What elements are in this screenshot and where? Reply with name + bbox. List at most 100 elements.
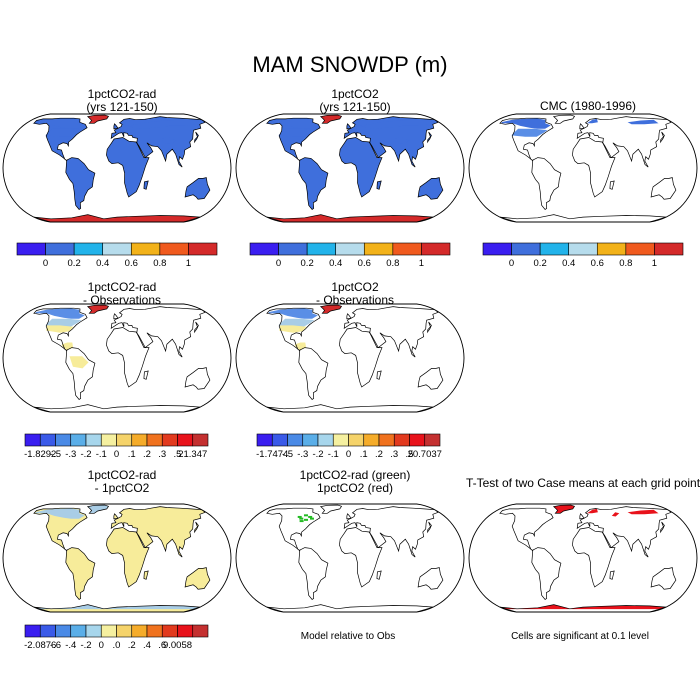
colorbar-box [335,242,365,256]
colorbar-label: -.6 [50,640,61,651]
colorbar-label: 0.2 [68,258,81,269]
colorbar-box [424,433,441,447]
coastline-af [572,527,616,588]
colorbar-label: 21.347 [178,449,207,460]
colorbar-box [192,433,209,447]
snow-field-usnorth [278,318,315,327]
map-border-p9 [468,503,698,613]
map-border-p2 [235,113,465,223]
snow-field-siberia [627,509,659,515]
coastline-md [143,180,149,190]
colorbar-label: .5 [174,449,182,460]
colorbar-label: 9.0058 [163,640,192,651]
colorbar-box [131,433,148,447]
land-fill-af [339,137,382,197]
colorbar-label: -.3 [65,449,76,460]
snow-field-scand [587,508,598,514]
colorbar-label: 0 [346,449,351,460]
land-fill-eu [111,116,206,168]
panel-4-title-line2: - Observations [82,293,162,307]
colorbar-label: -2.0876 [24,640,56,651]
coastline-jp [426,321,432,334]
coastline-uk [346,123,352,130]
colorbar-box [317,433,334,447]
coastline-na [33,307,88,352]
map-background-p8 [236,504,464,612]
panel-7-title-line1: 1pctCO2-rad [87,468,157,482]
colorbar-label: 0 [99,640,104,651]
colorbar-p3: 0 0.2 0.4 0.6 0.8 1 [482,242,684,269]
colorbar-label: .6 [158,640,166,651]
coastline-af [106,137,150,198]
page-title: MAM SNOWDP (m) [252,52,448,77]
colorbar-box [363,242,394,256]
panel-3-title-line1: CMC (1980-1996) [539,99,637,113]
colorbar-box [409,433,426,447]
coastline-an [33,404,201,412]
panel-7-title: 1pctCO2-rad - 1pctCO2 [2,469,242,495]
colorbar-label: 20.7037 [408,449,442,460]
coastline-jp [659,131,665,144]
snow-field-canada [35,508,85,519]
colorbar-box [393,433,410,447]
colorbar-box [256,433,273,447]
panel-4-title-line1: 1pctCO2-rad [87,280,157,294]
panel-9-title-line1: T-Test of two Case means at each grid po… [465,476,700,490]
colorbar-label: -.2 [312,449,323,460]
coastline-eu [576,116,672,168]
coastline-jp [193,321,199,334]
snow-field-alaska [32,119,50,125]
coastline-af [339,527,383,588]
map-border-p1 [2,113,232,223]
map-p7 [2,503,232,613]
colorbar-box [39,433,56,447]
coastline-sa [65,157,96,210]
land-fill-gr [553,505,575,514]
colorbar-box [146,624,163,638]
panel-2-title-line1: 1pctCO2 [331,87,379,101]
snow-field-tibet [394,137,410,145]
coastline-gr [319,504,343,514]
coastline-uk [346,513,352,520]
coastline-af [339,327,383,388]
colorbar-box [131,624,148,638]
map-border-p3 [468,113,698,223]
land-fill-sa [298,157,328,210]
coastline-sa [531,547,562,600]
coastline-na [33,507,88,552]
coastline-eu [343,506,439,558]
colorbar-label: 0.4 [329,258,342,269]
colorbar-box [24,433,41,447]
coastline-an [266,604,434,612]
coastline-uk [113,123,119,130]
coastline-sa [65,347,96,400]
colorbar-label: 0.6 [358,258,371,269]
land-fill-uk [113,513,119,519]
coastline-sa [531,157,562,210]
coastline-na [499,507,554,552]
colorbar-label: -.1 [96,449,107,460]
colorbar-box [55,624,72,638]
coastline-md [609,570,615,580]
coastline-gr [86,304,110,314]
map-p3 [468,113,698,223]
colorbar-box [85,624,102,638]
panel-5-title: 1pctCO2 - Observations [235,281,475,307]
colorbar-label: 0.2 [534,258,547,269]
coastline-an [499,214,667,222]
land-fill-uk [113,123,119,129]
panel-2-title-line2: (yrs 121-150) [319,100,391,114]
coastline-au [650,567,677,590]
snow-field-easteu [127,120,199,129]
colorbar-label: -.2 [80,640,91,651]
green-cell [304,518,309,521]
map-background-p9 [469,504,697,612]
coastline-uk [579,123,585,130]
colorbar-label: .0 [113,640,121,651]
land-fill-an [33,214,201,222]
coastline-an [33,604,201,612]
colorbar-label: .3 [390,449,398,460]
colorbar-label: -.5 [50,449,61,460]
coastline-af [106,327,150,388]
panel-7-title-line2: - 1pctCO2 [94,481,150,495]
